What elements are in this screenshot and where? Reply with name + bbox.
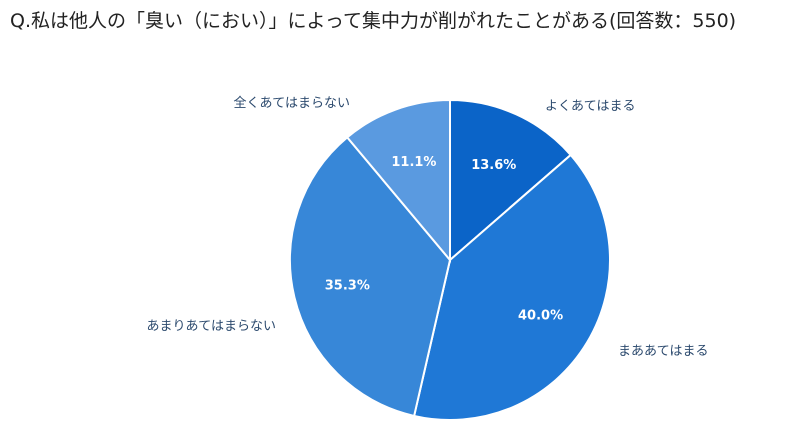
slice-value-label-4: 11.1%	[391, 155, 436, 170]
slice-value-label-1: 13.6%	[471, 158, 516, 173]
category-label-4: 全くあてはまらない	[234, 95, 350, 111]
slice-value-label-3: 35.3%	[325, 279, 370, 294]
chart-title: Q.私は他人の「臭い（におい）」によって集中力が削がれたことがある(回答数：55…	[10, 10, 737, 32]
category-label-3: あまりあてはまらない	[147, 319, 276, 334]
pie-slice-3	[289, 135, 452, 418]
category-label-2: まああてはまる	[618, 344, 708, 359]
pie-slice-4	[345, 98, 451, 263]
slice-value-label-2: 40.0%	[518, 308, 563, 323]
pie-slice-1	[449, 98, 573, 263]
pie-slice-2	[412, 153, 611, 421]
category-label-1: よくあてはまる	[545, 99, 635, 114]
